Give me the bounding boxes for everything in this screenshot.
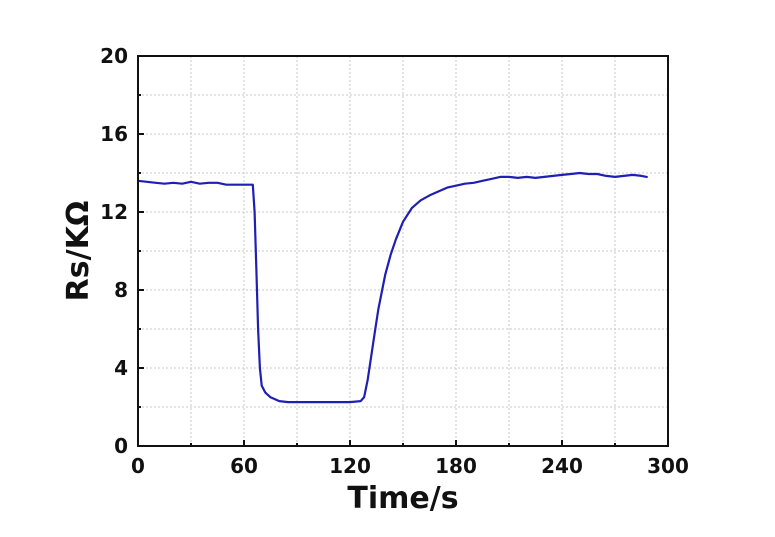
x-tick-label: 0 bbox=[131, 454, 145, 478]
series-line-1 bbox=[136, 171, 648, 404]
x-tick-labels: 0 60 120 180 240 300 bbox=[131, 454, 689, 478]
y-tick-label: 12 bbox=[100, 200, 128, 224]
x-tick-label: 180 bbox=[435, 454, 477, 478]
y-tick-label: 4 bbox=[114, 356, 128, 380]
x-tick-label: 240 bbox=[541, 454, 583, 478]
x-tick-label: 60 bbox=[230, 454, 258, 478]
y-tick-label: 20 bbox=[100, 44, 128, 68]
x-tick-label: 120 bbox=[329, 454, 371, 478]
x-axis-title: Time/s bbox=[347, 481, 458, 516]
series-layer bbox=[136, 171, 648, 404]
x-tick-label: 300 bbox=[647, 454, 689, 478]
y-tick-label: 0 bbox=[114, 434, 128, 458]
plot-frame bbox=[137, 55, 669, 447]
grid-layer bbox=[138, 56, 668, 446]
y-tick-labels: 0 4 8 12 16 20 bbox=[100, 44, 128, 458]
y-axis-title: Rs/KΩ bbox=[61, 201, 96, 302]
y-tick-label: 8 bbox=[114, 278, 128, 302]
y-tick-label: 16 bbox=[100, 122, 128, 146]
